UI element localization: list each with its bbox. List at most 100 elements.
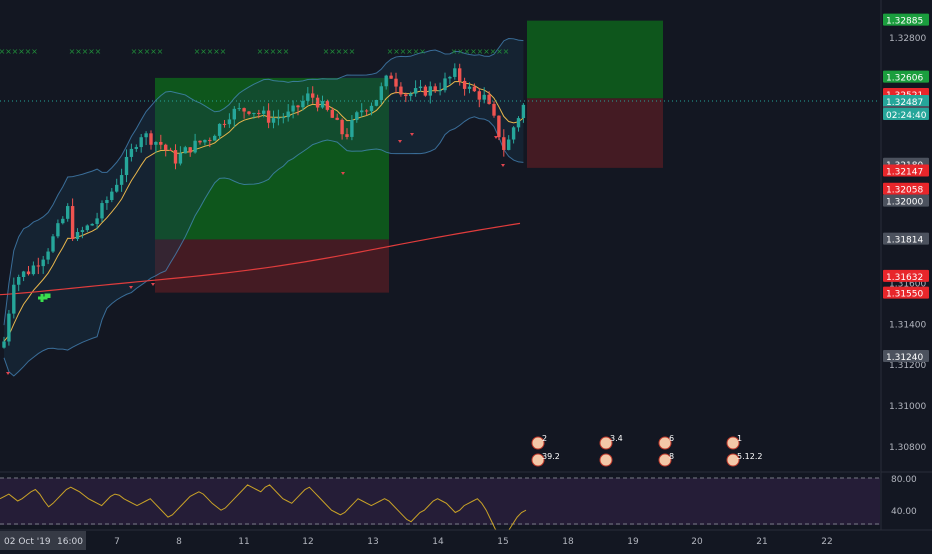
candle-body: [340, 119, 344, 135]
candle-body: [51, 236, 55, 252]
time-tick-label: 21: [756, 537, 767, 547]
candle-body: [369, 105, 374, 112]
signal-x-marker: ×: [393, 47, 400, 56]
candle-body: [17, 277, 21, 285]
candle-body: [144, 133, 148, 138]
candle-body: [492, 103, 496, 116]
event-marker[interactable]: 239.2: [531, 434, 560, 467]
signal-x-marker: ×: [477, 47, 484, 56]
event-flag-icon[interactable]: [531, 436, 545, 450]
position-target-zone[interactable]: [155, 77, 389, 240]
signal-x-marker: ×: [342, 47, 349, 56]
event-flag-icon[interactable]: [658, 453, 672, 467]
signal-x-marker: ×: [207, 47, 214, 56]
time-axis[interactable]: 7 8 11 12 13 14 15 18 19 20 21 22 02 Oct '19 16:00: [0, 529, 932, 550]
candle-body: [56, 223, 60, 237]
candle-body: [31, 265, 36, 275]
candle-body: [330, 109, 334, 118]
signal-x-marker: ×: [131, 47, 138, 56]
event-flag-icon[interactable]: [658, 436, 672, 450]
candle-body: [198, 140, 202, 143]
candle-body: [276, 117, 281, 119]
candle-body: [374, 99, 379, 106]
candle-body: [247, 111, 251, 114]
economic-events[interactable]: 239.2 3.4 68 15.12.2: [531, 434, 762, 467]
candle-body: [257, 112, 261, 114]
signal-x-marker: ×: [503, 47, 510, 56]
candle-body: [301, 100, 305, 108]
candle-body: [379, 86, 383, 100]
price-label-tag: [883, 164, 929, 177]
candle-body: [511, 127, 516, 140]
time-tick-label: 22: [821, 537, 832, 547]
price-label-text: 1.31814: [886, 236, 923, 246]
event-marker[interactable]: 3.4: [599, 434, 623, 467]
candle-body: [477, 91, 481, 100]
signal-x-marker: ×: [200, 47, 207, 56]
signal-x-marker: ×: [464, 47, 471, 56]
signal-x-marker: ×: [483, 47, 490, 56]
candle-body: [115, 184, 119, 192]
signal-x-marker: ×: [69, 47, 76, 56]
candle-body: [306, 93, 310, 101]
event-marker[interactable]: 68: [658, 434, 674, 467]
price-label-text: 1.32606: [886, 74, 923, 84]
event-marker[interactable]: 1 5.12.2: [726, 434, 762, 467]
candle-body: [360, 110, 364, 113]
candle-body: [80, 230, 85, 233]
time-tick-label: 15: [497, 537, 508, 547]
signal-x-marker: ×: [194, 47, 201, 56]
signal-x-marker: ×: [451, 47, 458, 56]
candle-body: [7, 313, 11, 342]
position-target-zone[interactable]: [527, 20, 663, 99]
candle-body: [497, 115, 501, 138]
candle-body: [70, 206, 75, 240]
price-label-tag: [883, 194, 929, 207]
candle-body: [129, 148, 134, 157]
time-tick-label: 12: [302, 537, 313, 547]
candle-body: [443, 78, 447, 91]
event-flag-icon[interactable]: [726, 453, 740, 467]
sell-marker: [151, 283, 155, 286]
price-label-text: 1.32000: [886, 198, 923, 208]
candle-body: [448, 76, 452, 79]
candle-body: [105, 200, 109, 204]
price-axis[interactable]: 1.32800 1.31600 1.31400 1.31200 1.31000 1.308…: [880, 0, 932, 550]
signal-x-marker: ×: [213, 47, 220, 56]
candle-body: [237, 108, 241, 110]
candle-body: [21, 271, 26, 278]
price-tick-label: 1.32800: [889, 34, 926, 44]
candle-body: [164, 144, 168, 150]
candle-body: [217, 123, 222, 136]
event-flag-icon[interactable]: [599, 453, 613, 467]
crosshair-time-badge: [0, 531, 86, 550]
candle-body: [178, 153, 183, 164]
position-stop-zone[interactable]: [155, 239, 389, 293]
event-flag-icon[interactable]: [599, 436, 613, 450]
candle-body: [296, 105, 300, 108]
candle-body: [487, 94, 491, 104]
candle-body: [46, 251, 50, 260]
position-tools[interactable]: [155, 20, 663, 293]
time-tick-label: 7: [114, 537, 120, 547]
candle-body: [423, 86, 428, 96]
price-label-tag: [883, 269, 929, 282]
event-flag-icon[interactable]: [531, 453, 545, 467]
time-tick-label: 18: [562, 537, 574, 547]
position-stop-zone[interactable]: [527, 98, 663, 168]
signal-x-marker: ×: [457, 47, 464, 56]
signal-x-marker: ×: [157, 47, 164, 56]
signal-x-marker: ×: [336, 47, 343, 56]
signal-x-marker: ×: [95, 47, 102, 56]
event-label: 1: [737, 434, 742, 443]
candle-body: [124, 156, 129, 176]
signal-x-marker: ×: [220, 47, 227, 56]
candle-body: [252, 112, 256, 114]
signal-x-marker: ×: [406, 47, 413, 56]
event-flag-icon[interactable]: [726, 436, 740, 450]
sell-marker: [129, 286, 133, 289]
candle-body: [90, 223, 94, 226]
candle-body: [394, 78, 398, 87]
